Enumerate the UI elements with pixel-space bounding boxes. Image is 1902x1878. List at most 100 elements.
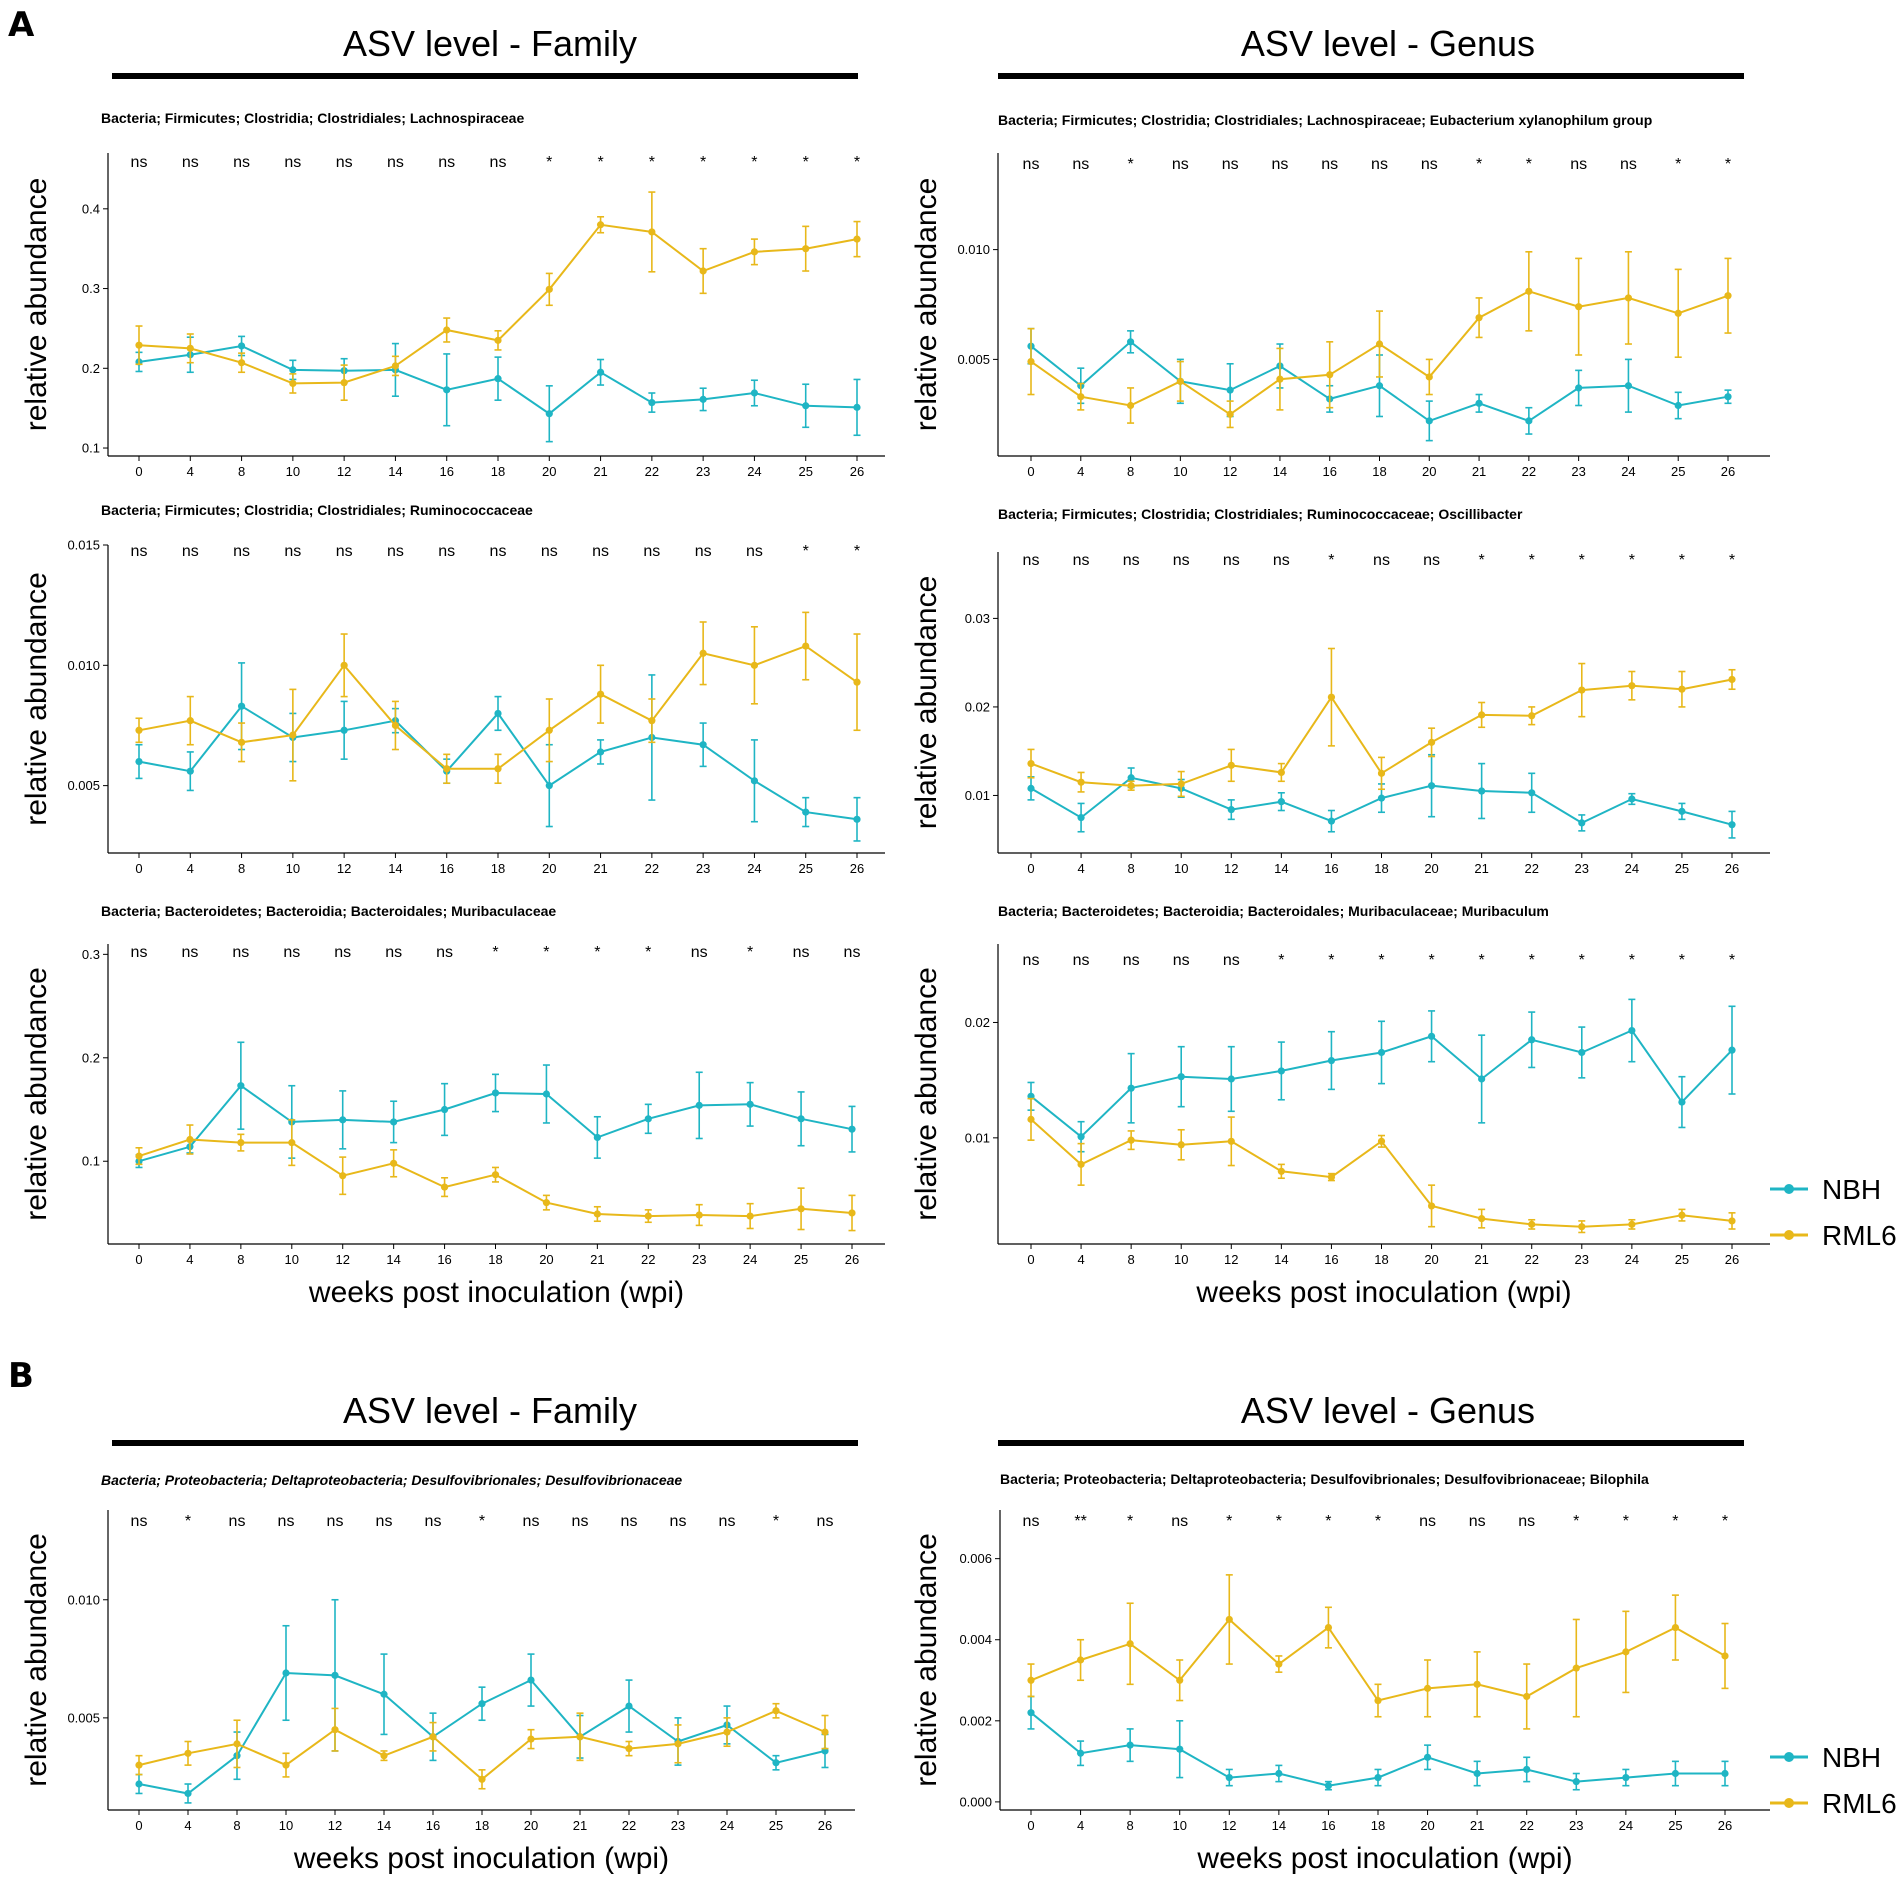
x-tick-label: 23 xyxy=(1575,1252,1589,1267)
significance-label: ns xyxy=(376,1513,393,1530)
data-point-rml6 xyxy=(1423,1684,1432,1692)
y-tick-label: 0.01 xyxy=(965,1130,990,1145)
significance-label: ns xyxy=(1173,552,1190,569)
data-point-rml6 xyxy=(750,248,759,256)
data-point-rml6 xyxy=(853,678,861,686)
y-tick-label: 0.010 xyxy=(957,242,990,257)
data-point-rml6 xyxy=(821,1728,829,1736)
data-point-rml6 xyxy=(391,362,400,370)
significance-label: * xyxy=(1729,952,1735,969)
data-point-rml6 xyxy=(1425,373,1433,381)
data-point-rml6 xyxy=(542,1199,551,1207)
x-tick-label: 16 xyxy=(426,1818,440,1833)
data-point-rml6 xyxy=(750,661,759,669)
data-point-nbh xyxy=(802,402,810,410)
data-point-nbh xyxy=(1728,821,1736,829)
significance-label: ns xyxy=(181,944,198,961)
significance-label: * xyxy=(1328,952,1334,969)
x-tick-label: 22 xyxy=(645,464,659,479)
data-point-nbh xyxy=(1478,1075,1486,1083)
data-point-nbh xyxy=(331,1671,339,1679)
data-point-rml6 xyxy=(625,1744,633,1753)
y-tick-label: 0.000 xyxy=(959,1794,992,1809)
data-point-rml6 xyxy=(1728,675,1736,684)
x-tick-label: 23 xyxy=(696,861,710,876)
significance-label: ns xyxy=(490,543,507,560)
x-tick-label: 12 xyxy=(1223,464,1237,479)
x-tick-label: 20 xyxy=(1424,1252,1438,1267)
data-point-nbh xyxy=(596,368,605,376)
section-a-title-genus: ASV level - Genus xyxy=(1241,23,1535,64)
significance-label: * xyxy=(185,1513,191,1530)
data-point-nbh xyxy=(699,741,707,749)
significance-label: ns xyxy=(438,154,455,171)
significance-label: * xyxy=(1127,156,1133,173)
data-point-rml6 xyxy=(802,642,810,650)
x-tick-label: 18 xyxy=(1372,464,1386,479)
data-point-rml6 xyxy=(576,1733,584,1741)
significance-label: * xyxy=(854,154,860,171)
data-point-nbh xyxy=(848,1125,856,1133)
x-tick-label: 10 xyxy=(279,1818,293,1833)
significance-label: ns xyxy=(438,543,455,560)
data-point-rml6 xyxy=(135,341,143,349)
x-tick-label: 23 xyxy=(692,1252,706,1267)
data-point-nbh xyxy=(1324,1782,1333,1790)
x-tick-label: 16 xyxy=(439,861,453,876)
significance-label: ns xyxy=(1518,1513,1535,1530)
significance-label: * xyxy=(1629,552,1635,569)
data-point-nbh xyxy=(1126,338,1135,346)
data-point-rml6 xyxy=(494,765,502,773)
x-tick-label: 24 xyxy=(747,861,761,876)
data-point-rml6 xyxy=(237,359,246,367)
data-point-nbh xyxy=(1678,1098,1686,1106)
data-point-nbh xyxy=(1077,1133,1085,1141)
data-point-nbh xyxy=(1473,1769,1481,1778)
data-point-rml6 xyxy=(340,379,348,387)
chart-title: Bacteria; Firmicutes; Clostridia; Clostr… xyxy=(101,502,533,518)
x-tick-label: 23 xyxy=(1569,1818,1583,1833)
data-point-nbh xyxy=(1728,1046,1736,1054)
data-point-rml6 xyxy=(1077,778,1085,786)
x-tick-label: 18 xyxy=(488,1252,502,1267)
data-point-rml6 xyxy=(1374,1696,1382,1705)
significance-label: * xyxy=(546,154,552,171)
data-point-rml6 xyxy=(1572,1664,1580,1672)
data-point-nbh xyxy=(339,1116,347,1124)
x-tick-label: 21 xyxy=(1470,1818,1484,1833)
data-point-rml6 xyxy=(1674,309,1682,317)
significance-label: ns xyxy=(1023,1513,1040,1530)
y-tick-label: 0.1 xyxy=(82,441,100,456)
data-point-rml6 xyxy=(1127,1136,1135,1144)
data-point-nbh xyxy=(186,767,194,775)
significance-label: ns xyxy=(1222,156,1239,173)
data-point-rml6 xyxy=(282,1761,290,1769)
data-point-rml6 xyxy=(596,690,605,698)
data-point-rml6 xyxy=(648,228,656,236)
x-tick-label: 16 xyxy=(1324,861,1338,876)
data-point-rml6 xyxy=(1027,1115,1035,1123)
data-point-nbh xyxy=(1277,1067,1285,1075)
significance-label: ns xyxy=(182,543,199,560)
data-point-rml6 xyxy=(1327,693,1336,701)
x-tick-label: 25 xyxy=(1675,1252,1689,1267)
data-point-rml6 xyxy=(380,1752,388,1760)
significance-label: ns xyxy=(436,944,453,961)
data-point-nbh xyxy=(1425,417,1433,425)
x-tick-label: 25 xyxy=(1668,1818,1682,1833)
data-point-nbh xyxy=(1225,1773,1233,1782)
data-point-nbh xyxy=(1076,1749,1085,1757)
data-point-rml6 xyxy=(1277,768,1285,777)
data-point-nbh xyxy=(237,1082,245,1090)
data-point-rml6 xyxy=(1077,1160,1085,1168)
chart-title: Bacteria; Bacteroidetes; Bacteroidia; Ba… xyxy=(101,903,556,919)
legend-b-nbh-marker xyxy=(1784,1752,1794,1762)
significance-label: ns xyxy=(1023,156,1040,173)
significance-label: ns xyxy=(131,1513,148,1530)
significance-label: ns xyxy=(1373,552,1390,569)
data-point-nbh xyxy=(282,1669,290,1677)
data-point-nbh xyxy=(699,395,707,403)
x-tick-label: 20 xyxy=(1420,1818,1434,1833)
x-tick-label: 10 xyxy=(286,861,300,876)
